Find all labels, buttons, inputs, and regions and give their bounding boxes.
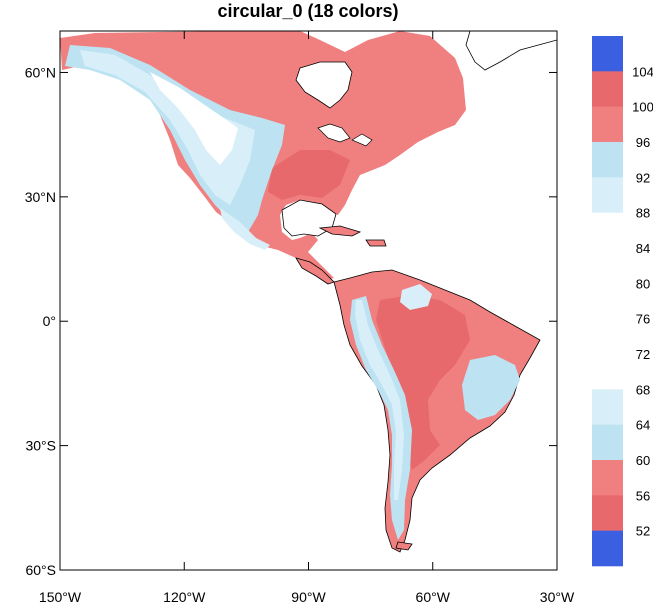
x-tick-label: 120°W	[163, 589, 206, 605]
x-tick-label: 60°W	[416, 589, 451, 605]
andes-cold	[355, 300, 404, 500]
north-america-cold-region	[80, 50, 255, 205]
colorbar-label: 72	[636, 347, 650, 362]
colorbar-label: 52	[636, 524, 650, 539]
north-america-white-core	[150, 72, 238, 165]
y-tick-label: 30°S	[25, 438, 56, 454]
tierra-del-fuego	[395, 541, 413, 551]
great-lakes	[317, 123, 373, 147]
colorbar-label: 104	[632, 64, 653, 79]
hudson-bay	[295, 61, 353, 109]
cuba	[318, 225, 362, 237]
x-tick-label: 150°W	[39, 589, 82, 605]
colorbar-label: 96	[636, 135, 650, 150]
mexico-highlands	[220, 208, 270, 250]
colorbar-swatch	[592, 212, 623, 249]
colorbar-label: 68	[636, 382, 650, 397]
central-america	[295, 257, 335, 285]
y-tick-label: 30°N	[25, 189, 56, 205]
colorbar-label: 80	[636, 276, 650, 291]
colorbar-label: 92	[636, 170, 650, 185]
colorbar-swatch	[592, 389, 623, 425]
colorbar-swatch	[592, 142, 623, 178]
colorbar-label: 84	[636, 241, 650, 256]
colorbar-swatch	[592, 106, 623, 143]
y-tick-label: 0°	[43, 313, 56, 329]
guiana-highlands	[400, 284, 432, 310]
colorbar: 104 100 96 92 88 84 80 76 72 68 64 60 56 52	[592, 36, 653, 567]
hispaniola	[365, 239, 387, 247]
plot-title: circular_0 (18 colors)	[217, 1, 398, 21]
brazil-highlands	[462, 355, 520, 420]
map-area	[60, 31, 557, 553]
gulf-of-mexico	[281, 199, 337, 237]
north-america-hot-region	[268, 150, 350, 200]
y-tick-label: 60°N	[25, 64, 56, 80]
colorbar-label: 60	[636, 453, 650, 468]
colorbar-label: 88	[636, 206, 650, 221]
colorbar-label: 56	[636, 488, 650, 503]
colorbar-label: 76	[636, 312, 650, 327]
colorbar-swatch	[592, 177, 623, 213]
colorbar-swatch	[592, 71, 623, 107]
colorbar-swatch	[592, 248, 623, 284]
colorbar-swatch	[592, 354, 623, 390]
colorbar-swatch	[592, 283, 623, 319]
y-tick-label: 60°S	[25, 562, 56, 578]
colorbar-swatch	[592, 460, 623, 496]
x-tick-label: 30°W	[540, 589, 575, 605]
south-america-hot-region	[376, 295, 470, 470]
colorbar-swatch	[592, 36, 623, 72]
colorbar-swatch	[592, 530, 623, 567]
greenland	[465, 31, 557, 71]
colorbar-swatch	[592, 495, 623, 531]
y-axis: 60°N 30°N 0° 30°S 60°S	[25, 64, 557, 578]
colorbar-swatch	[592, 318, 623, 355]
colorbar-swatch	[592, 424, 623, 461]
colorbar-label: 64	[636, 418, 650, 433]
colorbar-label: 100	[632, 100, 653, 115]
x-axis: 150°W 120°W 90°W 60°W 30°W	[39, 31, 575, 605]
x-tick-label: 90°W	[291, 589, 326, 605]
